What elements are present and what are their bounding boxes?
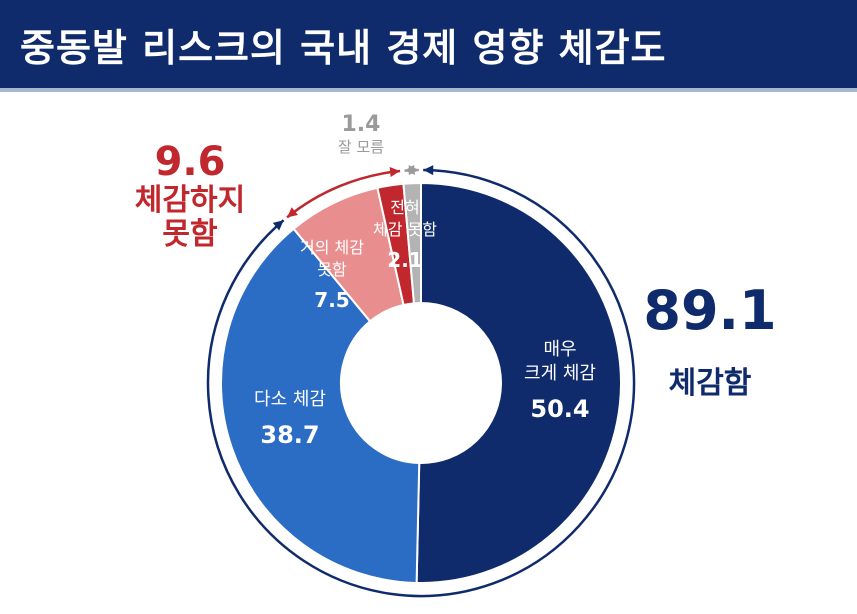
bracket-not-felt-arrowhead-2 (389, 167, 401, 177)
group-value-felt: 89.1 (643, 279, 777, 342)
title-underline (0, 88, 857, 92)
group-label-not-felt: 9.6 체감하지 못함 (120, 140, 260, 252)
slice-label-1-line-1: 매우 (543, 339, 576, 360)
bracket-felt-arc (206, 168, 636, 598)
slice-label-3-line-1: 거의 체감 (300, 238, 364, 257)
pie-slice-1 (415, 181, 622, 584)
bracket-unknown-arrowhead-2 (408, 165, 419, 176)
bracket-felt-arrowhead-2 (272, 220, 284, 231)
group-label-unknown: 1.4 잘 모름 (318, 112, 404, 156)
group-text-not-felt-line1: 체감하지 (134, 183, 246, 218)
slice-value-4: 2.1 (387, 248, 422, 272)
slice-label-2-line-1: 다소 체감 (254, 389, 326, 410)
bracket-felt-arrowhead-1 (423, 165, 434, 176)
slice-label-3-line-2: 못함 (317, 260, 347, 279)
slice-value-1: 50.4 (530, 395, 589, 423)
slice-label-4-line-2: 체감 못함 (373, 220, 437, 239)
group-label-felt: 89.1 체감함 (640, 280, 780, 404)
pie-slice-2 (220, 227, 421, 584)
bracket-not-felt-arc (286, 169, 401, 219)
bracket-not-felt-arrowhead-1 (287, 207, 298, 218)
page-title: 중동발 리스크의 국내 경제 영향 체감도 (20, 25, 667, 70)
group-text-felt: 체감함 (668, 366, 752, 401)
group-value-not-felt: 9.6 (154, 139, 226, 185)
slice-label-1-line-2: 크게 체감 (524, 363, 596, 384)
group-text-not-felt-line2: 못함 (162, 217, 218, 252)
slice-label-4-line-1: 전혀 (390, 198, 419, 217)
group-value-unknown: 1.4 (341, 112, 381, 137)
title-bar: 중동발 리스크의 국내 경제 영향 체감도 (0, 0, 857, 88)
slice-value-3: 7.5 (314, 288, 349, 312)
group-text-unknown: 잘 모름 (337, 138, 385, 156)
slice-value-2: 38.7 (260, 421, 319, 449)
pie-slice-5 (402, 181, 422, 305)
